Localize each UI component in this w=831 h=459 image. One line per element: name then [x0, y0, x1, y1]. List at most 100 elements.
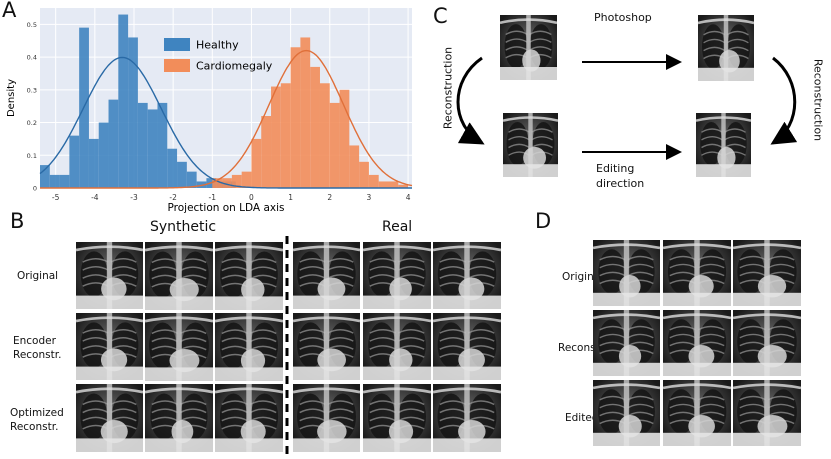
x-tick-label: -1: [209, 193, 217, 202]
y-tick-label: 0: [33, 185, 37, 193]
legend-label-cardiomegaly: Cardiomegaly: [196, 60, 273, 73]
healthy-bar: [40, 165, 50, 188]
y-tick-label: 0.2: [27, 119, 37, 127]
chest-xray-image: [663, 240, 731, 306]
b-row-label-optimized-2: Reconstr.: [10, 421, 59, 433]
healthy-bar: [186, 171, 197, 188]
healthy-bar: [88, 138, 99, 188]
cardiomegaly-bar: [280, 83, 291, 188]
legend-label-healthy: Healthy: [196, 39, 239, 52]
cardiomegaly-bar: [241, 171, 252, 188]
x-tick-label: -5: [52, 193, 60, 202]
y-tick-label: 0.3: [27, 86, 37, 94]
chest-xray-image: [663, 310, 731, 376]
cardiomegaly-bar: [251, 138, 262, 188]
x-tick-label: -3: [130, 193, 138, 202]
cardiomegaly-bar: [349, 145, 360, 188]
chest-xray-image: [215, 242, 283, 310]
d-row-label-edited: Edited: [565, 412, 599, 424]
chest-xray-image: [145, 242, 213, 310]
chest-xray-image: [215, 313, 283, 381]
reconstruction-arrow-right: [770, 56, 798, 145]
axis-ticks: -5 -4 -3 -2 -1 0 1 2 3 4 0 0.1 0.2 0.3 0.4 0.5: [27, 21, 411, 202]
chest-xray-image: [733, 240, 801, 306]
legend-swatch-cardiomegaly: [164, 59, 190, 72]
chest-xray-image: [76, 242, 143, 309]
panel-letter-a: A: [2, 0, 17, 22]
chest-xray-image: [733, 310, 801, 376]
cardiomegaly-bar: [359, 161, 369, 188]
cardiomegaly-bar: [339, 89, 350, 188]
x-tick-label: -2: [169, 193, 177, 202]
healthy-density-curve: [39, 56, 412, 189]
cardiomegaly-bar: [329, 102, 340, 188]
b-row-label-optimized: Optimized: [10, 407, 64, 419]
b-row-label-encoder: Encoder: [13, 335, 56, 347]
chest-xray-image: [76, 384, 143, 452]
chest-xray-image: [733, 380, 801, 446]
chest-xray-image: [500, 15, 557, 80]
x-tick-label: 2: [327, 193, 332, 202]
healthy-bar: [147, 109, 158, 188]
chest-xray-image: [433, 242, 501, 309]
chest-xray-image: [698, 15, 754, 81]
synthetic-real-divider: [285, 236, 289, 459]
cardiomegaly-bar: [300, 37, 311, 188]
healthy-bar: [137, 102, 148, 188]
chest-xray-image: [593, 240, 660, 306]
d-row-label-original: Original: [562, 271, 604, 283]
chest-xray-image: [145, 384, 213, 452]
chest-xray-image: [363, 313, 431, 380]
cardiomegaly-bar: [271, 86, 281, 188]
healthy-bar: [69, 135, 80, 188]
cardiomegaly-density-curve: [40, 49, 413, 189]
panel-c-arrows: [456, 54, 798, 160]
synthetic-header: Synthetic: [150, 219, 217, 235]
chest-xray-image: [433, 384, 501, 452]
density-curves: [39, 49, 413, 189]
chest-xray-image: [293, 313, 360, 380]
y-tick-label: 0.5: [27, 21, 37, 29]
cardiomegaly-bar: [319, 83, 330, 188]
y-tick-label: 0.1: [27, 152, 37, 160]
cardiomegaly-bar: [398, 184, 409, 188]
real-header: Real: [382, 219, 413, 235]
chest-xray-image: [593, 380, 660, 446]
cardiomegaly-bar: [310, 66, 320, 188]
x-axis-label: Projection on LDA axis: [168, 202, 285, 214]
lda-histogram-chart: -5 -4 -3 -2 -1 0 1 2 3 4 0 0.1 0.2 0.3 0.4 0.5 Projecti…: [6, 8, 413, 214]
cardiomegaly-bar: [290, 47, 301, 188]
y-axis-label: Density: [6, 79, 17, 117]
legend: Healthy Cardiomegaly: [164, 38, 273, 73]
cardiomegaly-bar: [388, 181, 399, 188]
x-tick-label: 3: [367, 193, 372, 202]
reconstruction-arrow-left: [456, 56, 485, 145]
cardiomegaly-bar: [212, 178, 223, 188]
cardiomegaly-bar: [368, 174, 379, 188]
chest-xray-image: [593, 310, 660, 376]
chest-xray-image: [433, 313, 501, 380]
healthy-bar: [177, 161, 187, 188]
cardiomegaly-bar: [378, 181, 389, 188]
cardiomegaly-bar: [222, 178, 232, 188]
cardiomegaly-bar: [261, 116, 272, 188]
chest-xray-image: [363, 384, 431, 452]
direction-label: direction: [596, 177, 645, 190]
b-row-label-original: Original: [17, 270, 59, 282]
editing-label: Editing: [596, 162, 635, 175]
b-row-label-encoder-2: Reconstr.: [13, 349, 62, 361]
healthy-bar: [167, 148, 178, 188]
chest-xray-image: [215, 384, 283, 452]
healthy-bar: [157, 102, 168, 188]
legend-swatch-healthy: [164, 38, 190, 51]
histogram-bars: [40, 14, 409, 188]
healthy-bar: [49, 174, 60, 188]
panel-letter-d: D: [535, 209, 552, 233]
healthy-bar: [98, 122, 109, 188]
healthy-bar: [59, 174, 70, 188]
healthy-bar: [128, 37, 138, 188]
x-tick-label: 1: [288, 193, 293, 202]
chest-xray-image: [76, 313, 143, 380]
healthy-bar: [118, 14, 129, 188]
photoshop-label: Photoshop: [594, 11, 652, 24]
